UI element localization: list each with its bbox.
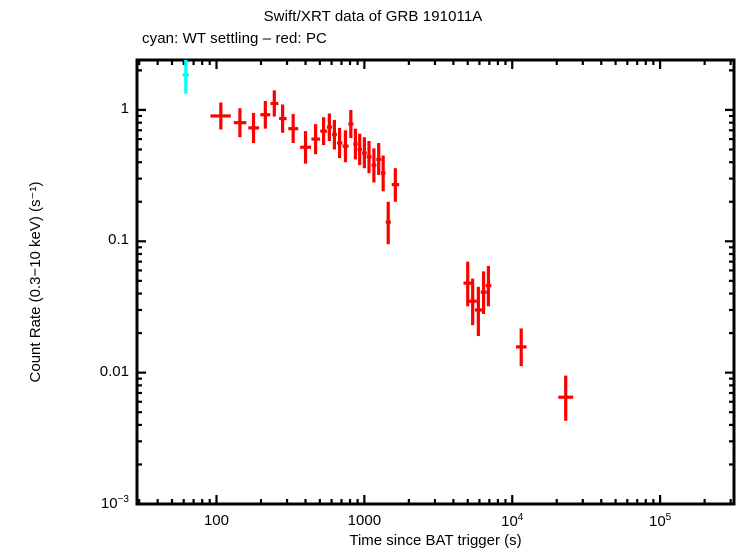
data-point-errorbar: [468, 278, 477, 326]
data-point-errorbar: [371, 148, 377, 183]
data-point-errorbar: [380, 155, 386, 192]
data-point-errorbar: [311, 124, 321, 155]
data-point-errorbar: [357, 133, 362, 166]
x-tick-label: 100: [203, 512, 229, 529]
data-point-errorbar: [326, 113, 333, 142]
data-point-errorbar: [463, 261, 473, 307]
data-point-errorbar: [362, 137, 367, 169]
data-point-errorbar: [348, 109, 354, 139]
data-points-layer: [182, 60, 574, 421]
axis-ticks: [137, 60, 734, 506]
data-point-errorbar: [182, 60, 189, 94]
x-tick-label: 104: [501, 512, 524, 530]
y-axis-label: Count Rate (0.3−10 keV) (s⁻¹): [27, 181, 44, 383]
data-point-errorbar: [385, 201, 391, 245]
data-point-errorbar: [480, 271, 487, 314]
data-point-errorbar: [391, 168, 400, 202]
data-point-errorbar: [485, 265, 492, 307]
chart-title: Swift/XRT data of GRB 191011A: [263, 8, 483, 25]
data-point-errorbar: [288, 114, 299, 144]
data-point-errorbar: [210, 102, 231, 130]
data-point-errorbar: [260, 100, 271, 129]
data-point-errorbar: [320, 117, 328, 146]
x-tick-label: 1000: [347, 512, 382, 529]
data-point-errorbar: [366, 141, 372, 174]
x-axis-label: Time since BAT trigger (s): [349, 532, 522, 549]
axes-frame: [135, 58, 736, 506]
data-point-errorbar: [515, 328, 527, 367]
data-point-errorbar: [376, 143, 382, 175]
data-point-errorbar: [279, 104, 287, 133]
data-point-errorbar: [270, 90, 279, 117]
data-point-errorbar: [233, 108, 247, 138]
data-point-errorbar: [475, 286, 482, 337]
data-point-errorbar: [248, 112, 260, 144]
y-tick-label: 0.01: [99, 362, 129, 380]
data-point-errorbar: [558, 375, 574, 421]
y-tick-label: 10−3: [100, 494, 129, 512]
data-point-errorbar: [332, 119, 337, 150]
series-pc: [210, 90, 574, 421]
x-tick-label: 105: [648, 512, 672, 530]
series-wt-settling: [182, 60, 189, 94]
chart-subtitle-legend: cyan: WT settling – red: PC: [142, 30, 327, 47]
y-tick-label: 0.1: [108, 231, 129, 249]
data-point-errorbar: [336, 127, 343, 159]
data-point-errorbar: [342, 130, 349, 163]
y-tick-label: 1: [120, 99, 129, 117]
data-point-errorbar: [353, 128, 358, 160]
data-point-errorbar: [300, 131, 312, 164]
